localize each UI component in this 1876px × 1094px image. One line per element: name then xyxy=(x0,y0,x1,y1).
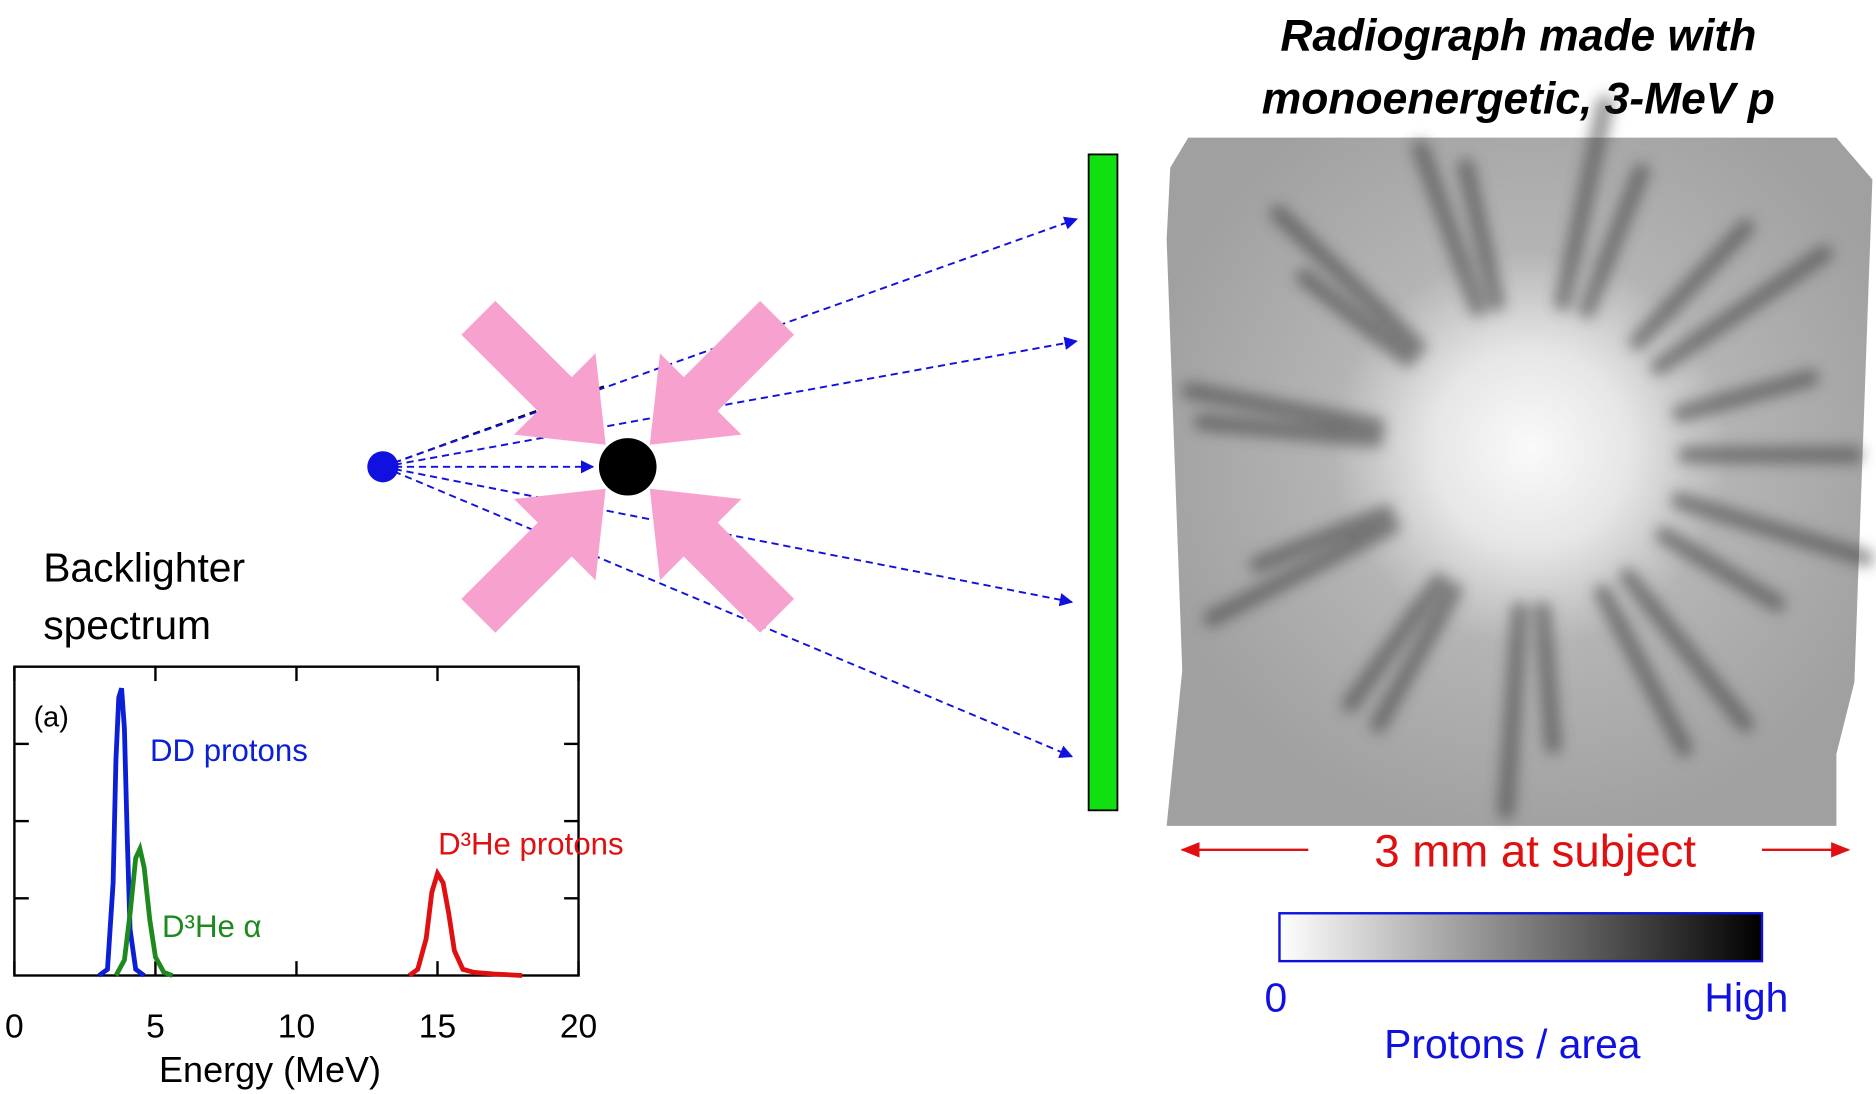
backlighter xyxy=(367,451,398,482)
radiograph xyxy=(1167,104,1873,826)
x-tick-label: 5 xyxy=(146,1009,165,1046)
streak xyxy=(1542,610,1553,746)
diagram: Radiograph made with monoenergetic, 3-Me… xyxy=(0,0,1876,1094)
plot-frame xyxy=(14,667,578,976)
spectrum-line xyxy=(409,874,522,976)
x-tick-label: 15 xyxy=(419,1009,456,1046)
panel-label: (a) xyxy=(34,702,69,734)
x-tick-label: 0 xyxy=(5,1009,24,1046)
colorbar xyxy=(1279,913,1762,961)
series-label: D³He protons xyxy=(438,827,624,862)
colorbar-label: 0 xyxy=(1265,974,1288,1020)
colorbar-label: High xyxy=(1704,974,1788,1020)
detector xyxy=(1089,154,1118,810)
scale-label: 3 mm at subject xyxy=(1374,826,1696,877)
series-label: DD protons xyxy=(150,733,308,768)
x-axis-label: Energy (MeV) xyxy=(159,1049,381,1090)
colorbar-title: Protons / area xyxy=(1384,1021,1641,1067)
title: monoenergetic, 3-MeV p xyxy=(1262,75,1775,124)
capsule xyxy=(599,438,657,495)
x-tick-label: 10 xyxy=(278,1009,315,1046)
series-label: D³He α xyxy=(162,909,262,944)
spectrum-line xyxy=(99,688,144,975)
proton-paths xyxy=(383,219,1077,756)
x-tick-label: 20 xyxy=(560,1009,597,1046)
spectrum-heading: spectrum xyxy=(43,602,211,648)
spectrum-heading: Backlighter xyxy=(43,545,245,591)
title: Radiograph made with xyxy=(1280,11,1756,60)
